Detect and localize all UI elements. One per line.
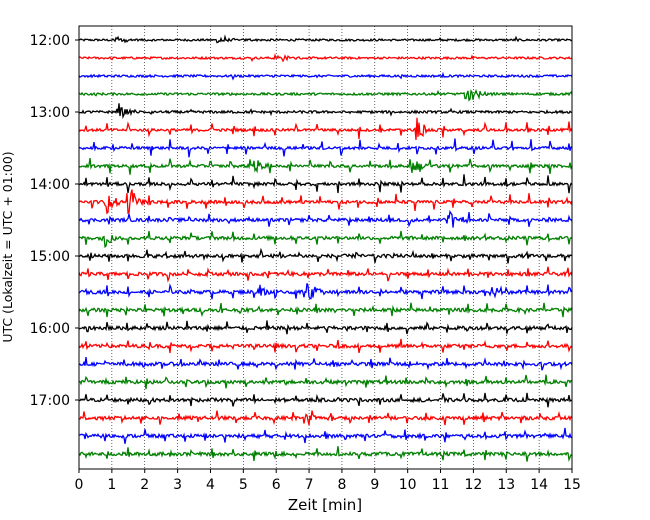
x-tick-label: 5 bbox=[239, 477, 248, 493]
x-tick-label: 6 bbox=[272, 477, 281, 493]
seismic-trace bbox=[78, 356, 573, 371]
seismic-trace bbox=[78, 189, 573, 215]
y-tick-label: 12:00 bbox=[30, 33, 70, 49]
seismic-trace bbox=[78, 158, 573, 175]
seismic-trace bbox=[78, 320, 573, 336]
x-tick-label: 4 bbox=[206, 477, 215, 493]
y-tick-label: 13:00 bbox=[30, 105, 70, 121]
seismic-trace bbox=[78, 392, 573, 408]
x-tick-label: 2 bbox=[140, 477, 149, 493]
x-tick-label: 1 bbox=[107, 477, 116, 493]
seismic-trace bbox=[78, 103, 573, 120]
y-tick-label: 17:00 bbox=[30, 393, 70, 409]
x-axis-ticks: 0 1 2 3 4 5 6 7 8 9 10 11 12 13 14 15 bbox=[75, 469, 581, 493]
x-tick-label: 7 bbox=[305, 477, 314, 493]
seismic-trace bbox=[78, 302, 573, 318]
x-tick-label: 9 bbox=[370, 477, 379, 493]
x-tick-label: 11 bbox=[432, 477, 450, 493]
seismic-trace bbox=[79, 138, 573, 158]
x-tick-label: 10 bbox=[399, 477, 417, 493]
seismic-trace bbox=[79, 34, 573, 44]
x-tick-label: 0 bbox=[75, 477, 84, 493]
seismic-trace bbox=[78, 247, 573, 264]
seismic-trace bbox=[78, 117, 573, 141]
seismic-trace bbox=[78, 230, 573, 249]
seismic-trace bbox=[78, 374, 572, 390]
x-axis-label: Zeit [min] bbox=[288, 496, 362, 514]
y-axis-ticks: 12:00 13:00 14:00 15:00 16:00 17:00 bbox=[30, 33, 79, 409]
y-tick-label: 16:00 bbox=[30, 321, 70, 337]
x-tick-label: 15 bbox=[563, 477, 581, 493]
seismic-trace bbox=[78, 266, 573, 283]
seismic-trace bbox=[78, 446, 573, 462]
x-tick-label: 8 bbox=[337, 477, 346, 493]
x-tick-label: 3 bbox=[173, 477, 182, 493]
seismic-trace bbox=[78, 410, 573, 426]
y-axis-label: UTC (Lokalzeit = UTC + 01:00) bbox=[0, 151, 15, 342]
seismic-trace bbox=[78, 88, 573, 102]
seismic-traces bbox=[78, 34, 573, 462]
x-tick-label: 12 bbox=[464, 477, 482, 493]
seismic-trace bbox=[78, 209, 573, 228]
y-tick-label: 15:00 bbox=[30, 249, 70, 265]
x-tick-label: 13 bbox=[497, 477, 515, 493]
seismic-trace bbox=[78, 53, 573, 63]
y-tick-label: 14:00 bbox=[30, 177, 70, 193]
seismic-trace bbox=[78, 427, 573, 444]
seismic-trace bbox=[78, 338, 573, 354]
plot-frame bbox=[78, 25, 573, 470]
seismic-trace bbox=[78, 71, 573, 81]
x-tick-label: 14 bbox=[530, 477, 548, 493]
seismic-trace bbox=[78, 283, 573, 300]
seismic-trace bbox=[78, 174, 573, 194]
